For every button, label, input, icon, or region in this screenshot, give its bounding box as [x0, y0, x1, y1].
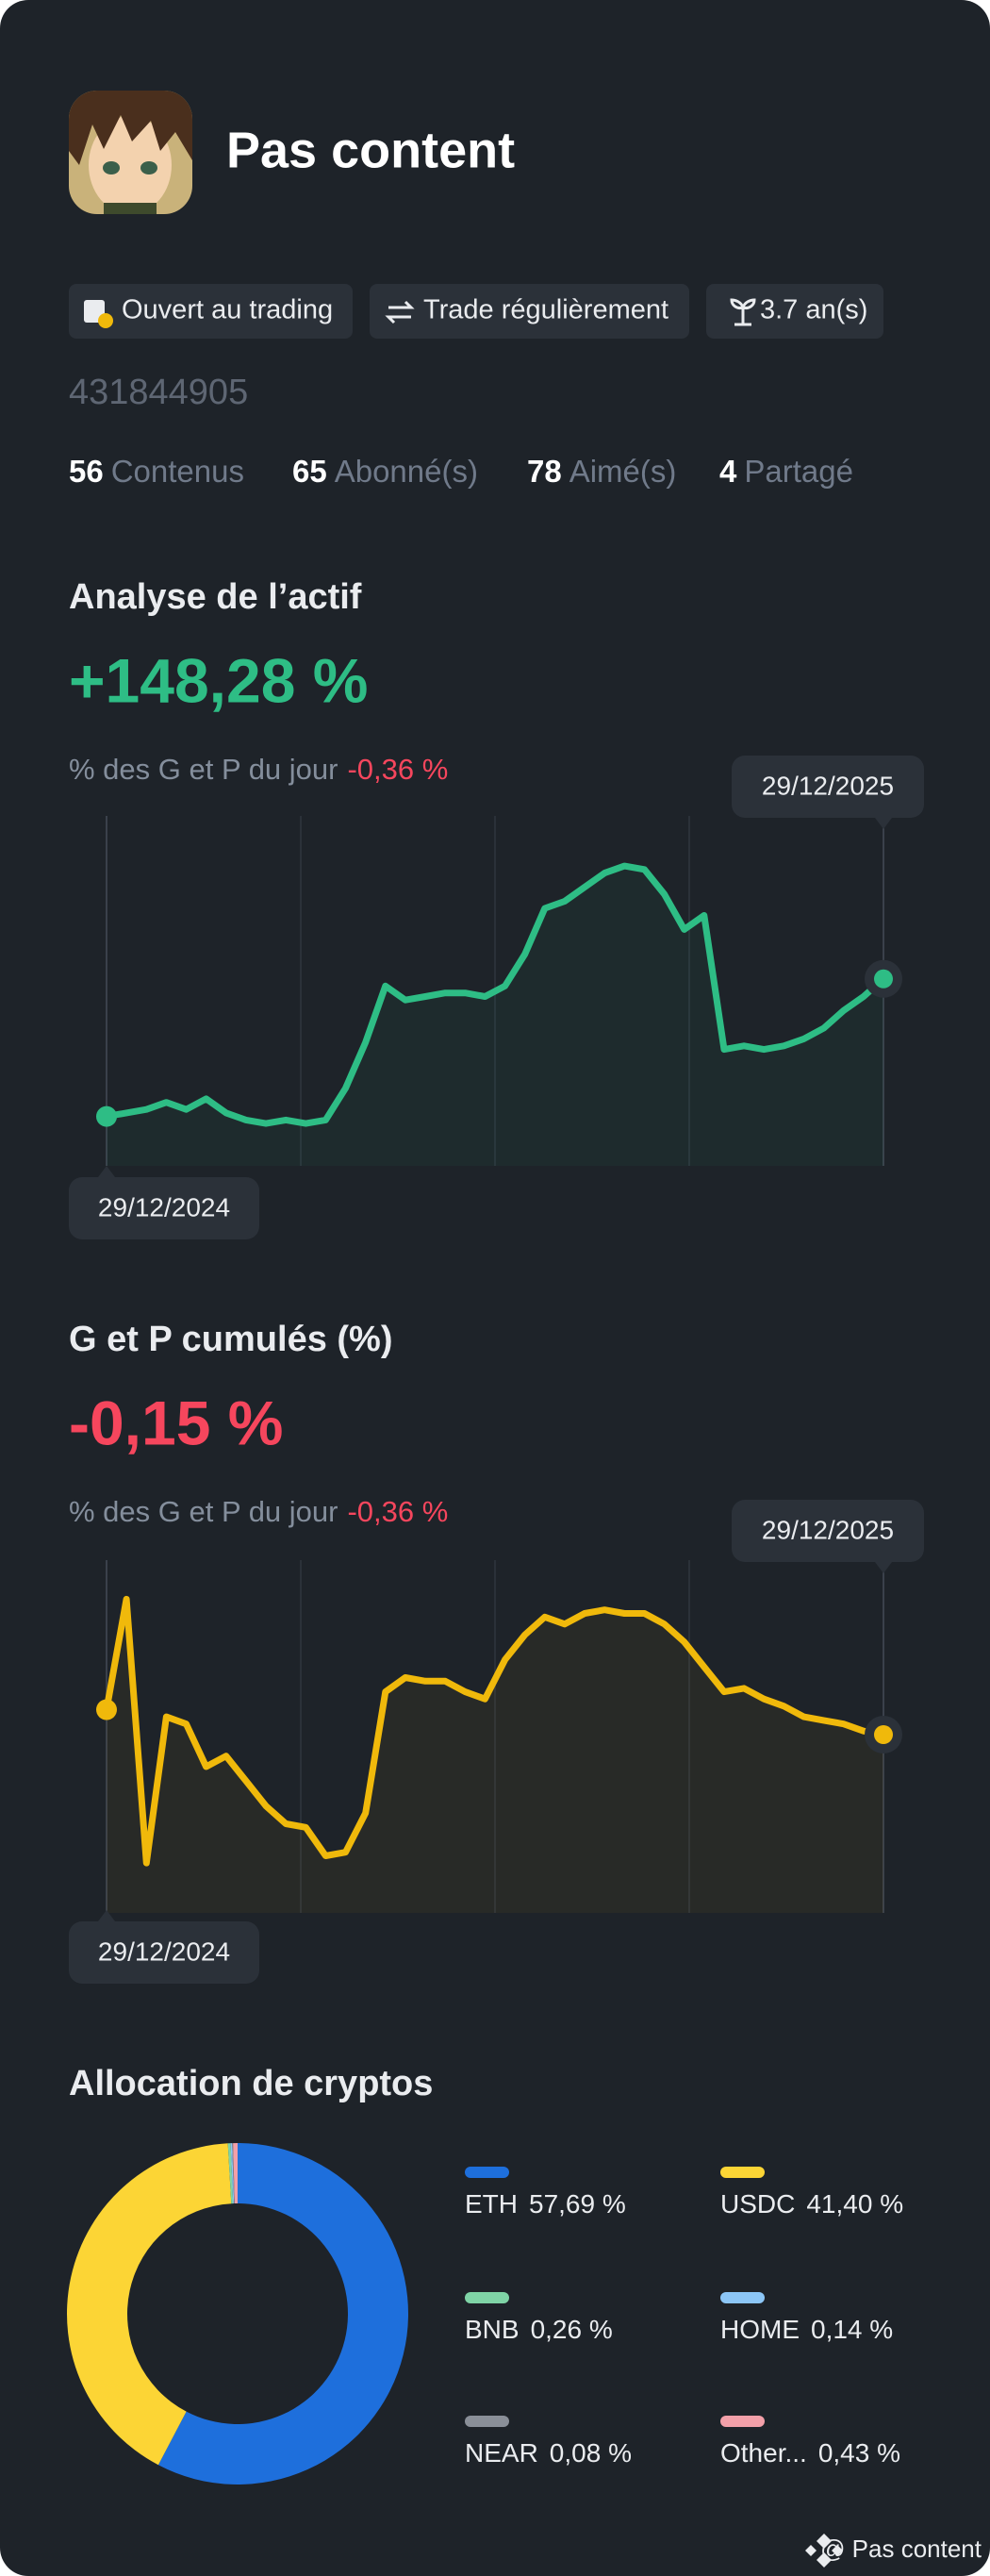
stat-label: Partagé: [744, 454, 853, 489]
subtitle: % des G et P du jour -0,36 %: [69, 1495, 448, 1528]
legend-name: ETH: [465, 2189, 518, 2219]
user-id: 431844905: [69, 373, 248, 412]
legend-entry: USDC 41,40 %: [720, 2189, 903, 2219]
stat-label: Contenus: [111, 454, 244, 489]
headline-value: -0,15 %: [69, 1388, 283, 1457]
legend-value: 0,26 %: [531, 2315, 613, 2344]
donut-segment: [67, 2143, 232, 2466]
avatar: [69, 91, 192, 214]
tag-icon: [385, 300, 415, 324]
stat: 4 Partagé: [719, 454, 853, 489]
legend-swatch: [720, 2416, 765, 2427]
subtitle: % des G et P du jour -0,36 %: [69, 753, 448, 786]
legend-entry: HOME 0,14 %: [720, 2315, 893, 2344]
tag: 3.7 an(s): [760, 295, 867, 325]
end-dot: [874, 1725, 893, 1744]
date-label-pointer: [98, 1166, 115, 1177]
legend-entry: ETH 57,69 %: [465, 2189, 626, 2219]
line: [103, 1595, 887, 1867]
legend-name: HOME: [720, 2315, 800, 2344]
tag: Ouvert au trading: [122, 295, 333, 325]
legend-entry: NEAR 0,08 %: [465, 2438, 632, 2468]
legend-entry: BNB 0,26 %: [465, 2315, 613, 2344]
tag-icon: [98, 313, 113, 328]
date-label-pointer: [875, 818, 892, 829]
date-label-pointer: [98, 1910, 115, 1921]
footer-text: @ Pas content: [820, 2534, 982, 2563]
stat-value: 78: [527, 454, 562, 489]
date-label: 29/12/2025: [762, 1515, 894, 1544]
stat-label: Aimé(s): [569, 454, 677, 489]
date-label-box: [732, 756, 924, 818]
footer-logo: [805, 2534, 843, 2568]
date-label-box: [69, 1921, 259, 1984]
legend-entry: Other... 0,43 %: [720, 2438, 900, 2468]
donut-segment: [233, 2143, 238, 2204]
date-label-box: [732, 1500, 924, 1562]
line: [103, 862, 887, 1127]
tag-chip: [69, 284, 353, 339]
date-label-pointer: [875, 1562, 892, 1573]
stat: 65 Abonné(s): [292, 454, 478, 489]
headline-value: +148,28 %: [69, 645, 368, 715]
donut-segment: [232, 2143, 235, 2204]
legend-swatch: [465, 2292, 509, 2303]
end-dot: [874, 969, 893, 989]
profile-name: Pas content: [226, 122, 515, 178]
stat: 56 Contenus: [69, 454, 244, 489]
subtitle-value: -0,36 %: [347, 1495, 448, 1528]
line-area: [107, 1599, 883, 1913]
subtitle-value: -0,36 %: [347, 753, 448, 786]
legend-name: USDC: [720, 2189, 795, 2219]
stat: 78 Aimé(s): [527, 454, 676, 489]
start-dot: [96, 1699, 117, 1720]
stat-value: 56: [69, 454, 104, 489]
chart-title: Analyse de l’actif: [69, 577, 362, 617]
stat-label: Abonné(s): [335, 454, 478, 489]
tag-chip: [370, 284, 689, 339]
date-label: 29/12/2024: [98, 1192, 230, 1222]
date-label: 29/12/2024: [98, 1936, 230, 1966]
legend-name: NEAR: [465, 2438, 538, 2468]
start-dot: [96, 1105, 117, 1127]
legend-swatch: [465, 2416, 509, 2427]
donut-segment: [227, 2143, 234, 2204]
tag: Trade régulièrement: [423, 295, 668, 325]
donut-segment: [230, 2143, 235, 2204]
legend-value: 41,40 %: [806, 2189, 903, 2219]
legend-value: 0,08 %: [550, 2438, 632, 2468]
tag-icon: [730, 298, 756, 326]
donut-segment: [157, 2143, 408, 2485]
stat-value: 65: [292, 454, 327, 489]
date-label: 29/12/2025: [762, 771, 894, 800]
chart-title: G et P cumulés (%): [69, 1320, 393, 1359]
legend-name: BNB: [465, 2315, 520, 2344]
legend-value: 57,69 %: [529, 2189, 626, 2219]
stat-value: 4: [719, 454, 737, 489]
legend-swatch: [720, 2167, 765, 2178]
legend-name: Other...: [720, 2438, 807, 2468]
chart-title: Allocation de cryptos: [69, 2064, 433, 2103]
date-label-box: [69, 1177, 259, 1239]
subtitle-text: % des G et P du jour: [69, 1495, 338, 1528]
line-area: [107, 866, 883, 1166]
legend-swatch: [465, 2167, 509, 2178]
legend-swatch: [720, 2292, 765, 2303]
legend-value: 0,14 %: [811, 2315, 893, 2344]
subtitle-text: % des G et P du jour: [69, 753, 338, 786]
legend-value: 0,43 %: [818, 2438, 900, 2468]
